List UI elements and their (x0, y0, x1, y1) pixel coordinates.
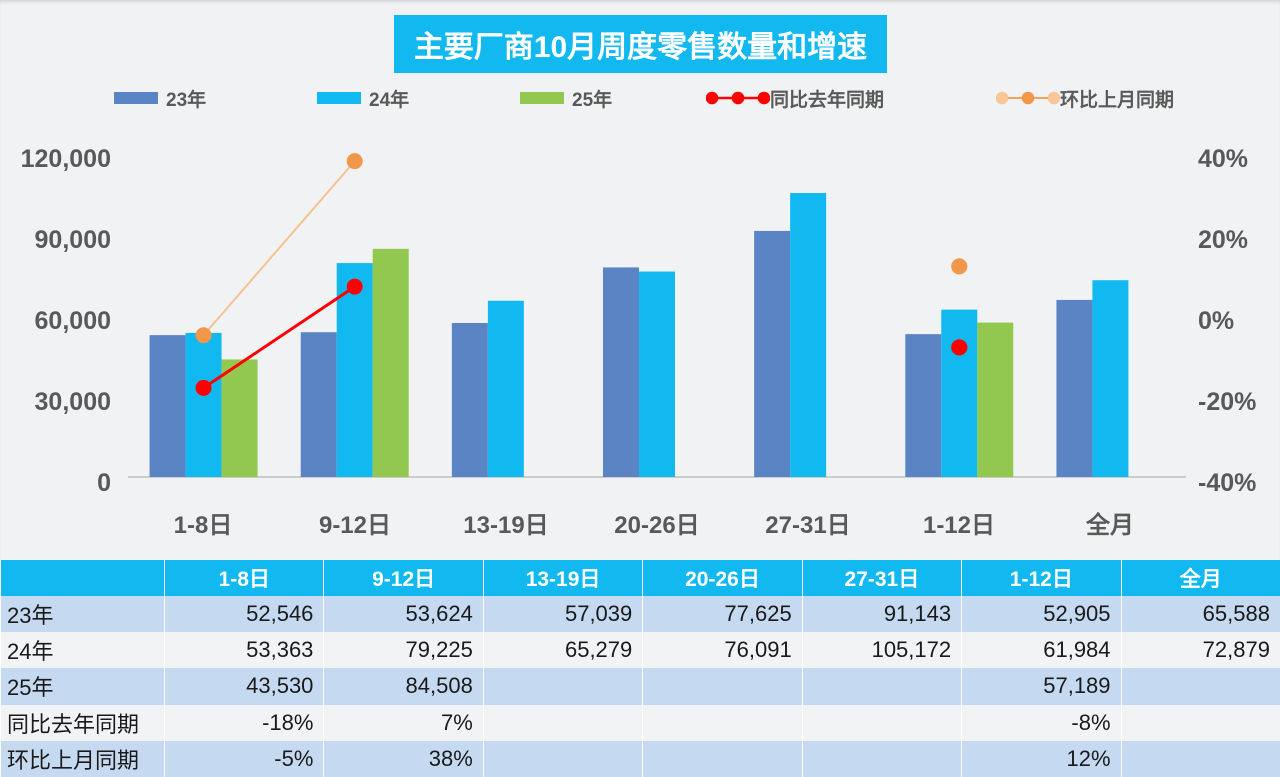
svg-text:20%: 20% (1198, 226, 1248, 254)
svg-text:13-19日: 13-19日 (463, 512, 548, 539)
svg-text:全月: 全月 (1085, 511, 1134, 539)
svg-text:-20%: -20% (1198, 388, 1256, 416)
svg-text:120,000: 120,000 (21, 145, 111, 173)
svg-text:90,000: 90,000 (35, 226, 111, 254)
svg-text:27-31日: 27-31日 (765, 512, 850, 539)
svg-text:-40%: -40% (1198, 469, 1256, 497)
svg-text:20-26日: 20-26日 (614, 512, 699, 539)
svg-text:0: 0 (97, 469, 111, 497)
svg-text:9-12日: 9-12日 (319, 512, 391, 539)
svg-text:40%: 40% (1198, 145, 1248, 173)
svg-text:60,000: 60,000 (35, 307, 111, 335)
svg-text:0%: 0% (1198, 307, 1234, 335)
svg-text:1-12日: 1-12日 (923, 512, 995, 539)
svg-text:30,000: 30,000 (35, 388, 111, 416)
svg-text:1-8日: 1-8日 (174, 512, 233, 539)
